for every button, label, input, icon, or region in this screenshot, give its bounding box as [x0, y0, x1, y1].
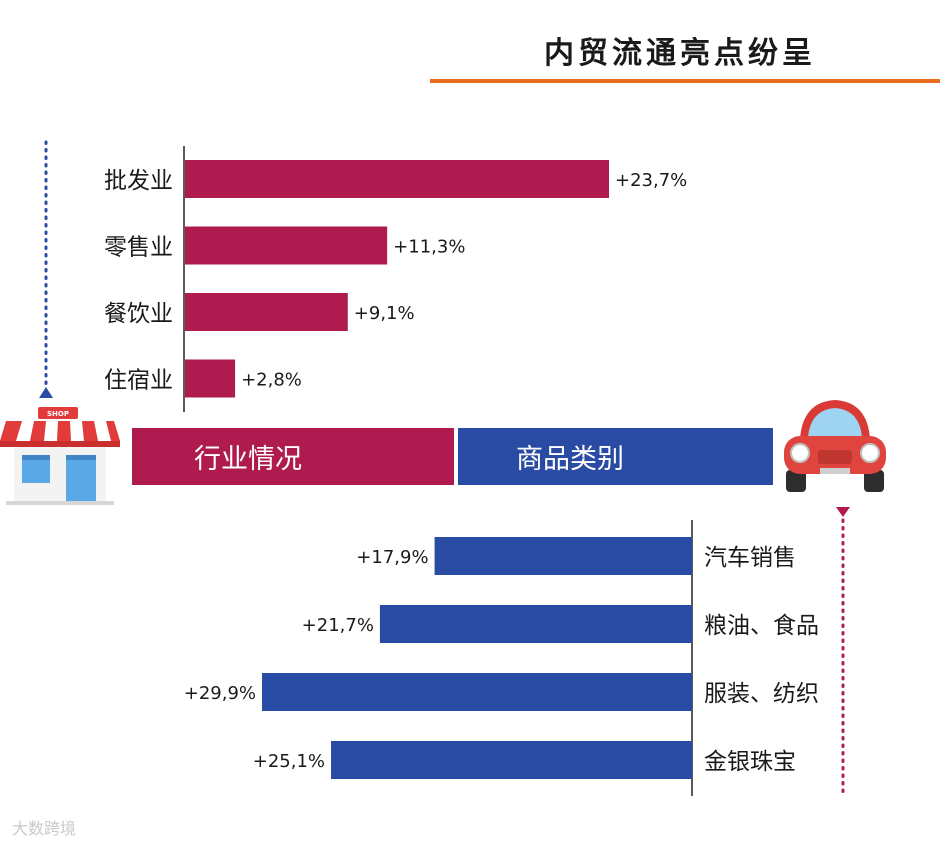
data-label: +11,3%: [393, 237, 465, 258]
bar: [262, 673, 692, 711]
category-label: 金银珠宝: [704, 749, 796, 775]
watermark: 大数跨境: [12, 819, 77, 838]
category-banner: 商品类别: [458, 428, 773, 485]
data-label: +9,1%: [354, 303, 415, 324]
data-label: +17,9%: [356, 547, 428, 568]
bar: [185, 293, 348, 331]
category-label: 零售业: [104, 235, 173, 261]
shop-icon: SHOP: [0, 407, 120, 505]
category-label: 汽车销售: [704, 545, 796, 571]
data-label: +25,1%: [253, 751, 325, 772]
page-title: 内贸流通亮点纷呈: [544, 36, 816, 71]
title-underline: [430, 79, 940, 83]
shop-sign-text: SHOP: [47, 410, 69, 418]
category-label: 批发业: [104, 168, 173, 194]
category-label: 住宿业: [104, 368, 173, 394]
data-label: +21,7%: [302, 615, 374, 636]
category-label: 服装、纺织: [704, 681, 819, 707]
car-icon: [784, 400, 886, 492]
bar: [379, 605, 692, 643]
industry-banner-label: 行业情况: [194, 444, 302, 475]
category-banner-label: 商品类别: [516, 444, 624, 475]
category-bars: +17,9% 汽车销售 +21,7% 粮油、食品 +29,9% 服装、纺织 +25,1% 金银…: [184, 537, 819, 779]
bar: [331, 741, 692, 779]
data-label: +2,8%: [241, 370, 302, 391]
left-guide-arrow: [39, 387, 53, 398]
bar: [434, 537, 692, 575]
industry-bars: +23,7% 批发业 +11,3% 零售业 +9,1% 餐饮业 +2,8% 住宿业: [104, 160, 687, 398]
industry-banner: 行业情况: [132, 428, 454, 485]
bar: [185, 160, 609, 198]
category-label: 餐饮业: [104, 301, 173, 327]
bar: [185, 226, 388, 265]
data-label: +29,9%: [184, 683, 256, 704]
category-label: 粮油、食品: [704, 613, 819, 639]
data-label: +23,7%: [615, 170, 687, 191]
right-guide-arrow: [836, 507, 850, 517]
bar: [185, 359, 236, 398]
